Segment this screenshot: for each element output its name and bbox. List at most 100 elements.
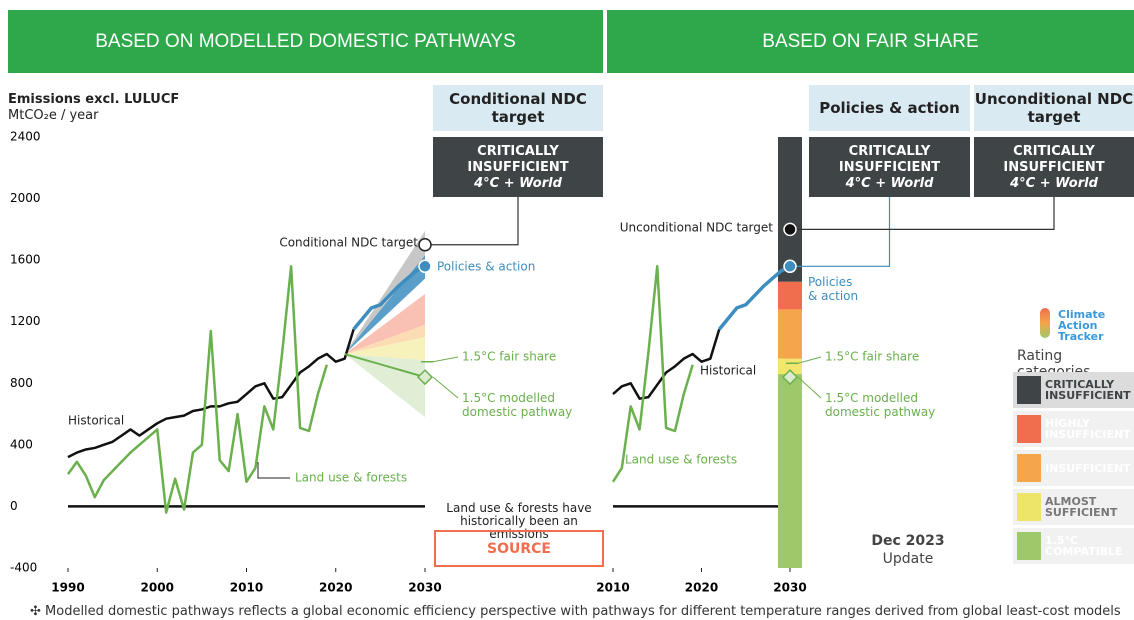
marker [783,222,797,237]
pathway-band [344,324,425,355]
series-line [612,329,721,400]
marker-label: Unconditional NDC target [620,221,774,235]
pathway-band [344,230,425,355]
connector [790,197,891,267]
x-tick-label: 2000 [141,581,174,595]
legend-item: HIGHLY INSUFFICIENT [1013,411,1134,447]
legend-label: ALMOST SUFFICIENT [1045,495,1118,519]
y-tick-label: 400 [10,437,33,451]
marker [781,369,799,386]
y-tick-label: 1600 [10,253,41,267]
series-label: Historical [700,364,756,378]
modelled-pathway [344,353,426,379]
fair-share-range [778,309,802,359]
rating-target: Unconditional NDC target [974,85,1134,131]
series-line [717,264,791,331]
footnote: ✣ Modelled domestic pathways reflects a … [30,604,1121,619]
rating-box: CRITICALLY INSUFFICIENT 4°C + World [809,137,970,197]
series-line [66,265,329,514]
section-header: BASED ON MODELLED DOMESTIC PATHWAYS [8,10,603,73]
marker-label: Conditional NDC target [279,236,418,250]
leader [257,462,290,479]
series-label: Land use & forests [295,471,407,485]
rating-target: Policies & action [809,85,970,131]
rating-target: Conditional NDC target [433,85,603,131]
rating-label: CRITICALLY INSUFFICIENT [1003,144,1105,175]
panel: -400 0 400 800 1200 1600 2000 2400 1990 2000 2010 2… [10,130,572,595]
source-box: SOURCE [434,530,604,567]
leader [432,356,459,363]
leader [432,376,459,399]
legend-swatch [1017,415,1041,443]
x-tick-label: 2010 [596,581,629,595]
x-tick-label: 2020 [685,581,718,595]
x-tick-label: 2030 [408,581,441,595]
y-tick-label: 2400 [10,130,41,144]
series-label: Land use & forests [625,453,737,467]
rating-label: CRITICALLY INSUFFICIENT [838,144,941,175]
x-tick-label: 2030 [773,581,806,595]
marker-label: Policies & action [437,260,535,274]
panel: 2010 2020 2030 Historical Land use & forests… [596,137,1055,595]
rating-temperature: 4°C + World [845,176,934,191]
y-axis-unit: MtCO₂e / year [8,108,99,123]
fair-share-range [778,137,802,282]
rating-box: CRITICALLY INSUFFICIENT 4°C + World [974,137,1134,197]
connector [425,197,519,246]
leader [797,376,822,399]
y-tick-label: 0 [10,499,18,513]
marker [416,369,434,386]
pathway-band [344,354,425,418]
legend-label: HIGHLY INSUFFICIENT [1045,417,1131,441]
rating-label: CRITICALLY INSUFFICIENT [467,144,569,175]
series-line [611,265,694,483]
marker [783,259,797,274]
marker-label: 1.5°C fair share [825,350,919,364]
y-tick-label: 1200 [10,314,41,328]
legend-label: CRITICALLY INSUFFICIENT [1045,378,1131,402]
fair-share-range [778,281,802,310]
y-tick-label: 2000 [10,191,41,205]
marker-label: Policies & action [808,275,858,303]
series-line [67,329,355,459]
rating-temperature: 4°C + World [474,176,562,191]
marker [418,238,432,252]
fair-share-range [778,374,802,568]
legend-swatch [1017,493,1041,521]
update-date: Dec 2023 [871,533,945,549]
x-tick-label: 1990 [51,581,84,595]
legend-swatch [1017,532,1041,560]
y-axis-title: Emissions excl. LULUCF [8,92,180,107]
leader [797,356,822,364]
connector [790,197,1055,230]
legend-label: 1.5°C COMPATIBLE [1045,534,1123,558]
legend-item: 1.5°C COMPATIBLE [1013,528,1134,564]
update: Dec 2023 Update [868,532,948,568]
y-tick-label: 800 [10,376,33,390]
legend-item: ALMOST SUFFICIENT [1013,489,1134,525]
marker-label: 1.5°C fair share [462,350,556,364]
legend-item: INSUFFICIENT [1013,450,1134,486]
fair-share-range [778,358,802,375]
marker-label: 1.5°C modelled domestic pathway [462,391,572,419]
legend-swatch [1017,376,1041,404]
rating-temperature: 4°C + World [1010,176,1098,191]
rating-box: CRITICALLY INSUFFICIENT 4°C + World [433,137,603,197]
legend-label: INSUFFICIENT [1045,461,1131,475]
logo-text: Climate Action Tracker [1058,308,1106,343]
section-header: BASED ON FAIR SHARE [607,10,1134,73]
x-tick-label: 2020 [319,581,352,595]
legend-item: CRITICALLY INSUFFICIENT [1013,372,1134,408]
logo-icon [1040,308,1050,338]
series-label: Historical [68,414,124,428]
legend-swatch [1017,454,1041,482]
marker-label: 1.5°C modelled domestic pathway [825,391,935,419]
update-label: Update [882,551,934,567]
marker [418,259,432,274]
pathway-band [344,337,425,361]
x-tick-label: 2010 [230,581,263,595]
y-tick-label: -400 [10,561,37,575]
series-line [352,264,426,331]
